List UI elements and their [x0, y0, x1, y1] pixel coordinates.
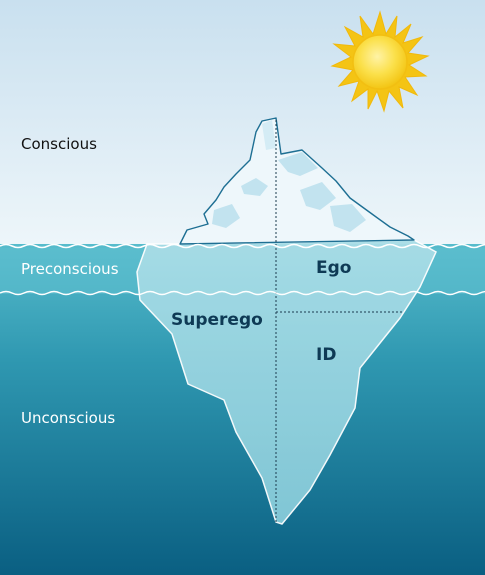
- iceberg-shade-5: [330, 204, 366, 232]
- iceberg-shade-1: [241, 178, 268, 196]
- label-id: ID: [316, 345, 337, 365]
- sun-icon: [330, 10, 430, 113]
- label-unconscious: Unconscious: [21, 409, 116, 427]
- iceberg-underwater: [136, 239, 437, 525]
- preconscious-boundary-wave: [0, 290, 485, 296]
- iceberg-shade-2: [278, 152, 318, 176]
- iceberg-shade-4: [212, 204, 240, 228]
- label-preconscious: Preconscious: [21, 260, 119, 278]
- water-surface-wave: [0, 243, 485, 249]
- label-conscious: Conscious: [21, 135, 97, 153]
- label-superego: Superego: [171, 310, 263, 330]
- label-ego: Ego: [316, 258, 352, 278]
- iceberg-shade-3: [300, 182, 336, 210]
- iceberg-shade-6: [262, 120, 276, 150]
